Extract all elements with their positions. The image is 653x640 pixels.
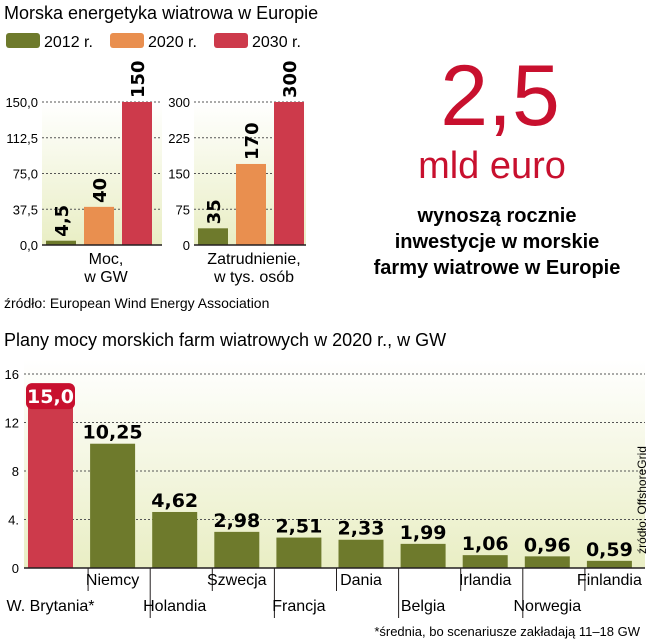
bottom-chart-title: Plany mocy morskich farm wiatrowych w 20… [4, 330, 446, 350]
legend: 2012 r. 2020 r. 2030 r. [6, 33, 301, 51]
bar [462, 555, 508, 568]
caption-line-3: farmy wiatrowe w Europie [374, 257, 621, 279]
y-tick-label: 4. [8, 513, 19, 528]
x-axis-label: w tys. osób [213, 269, 294, 286]
bar [524, 556, 570, 568]
bar-value-label: 300 [280, 60, 301, 98]
bar [90, 443, 136, 568]
bar-value-label: 40 [90, 178, 111, 203]
y-tick-label: 12 [5, 416, 19, 431]
capacity-panel: 0,0 37,5 75,0 112,5 150,0 4,5 40 150 Moc,w GW [5, 60, 162, 286]
category-label: Niemcy [86, 572, 139, 589]
y-tick-label: 37,5 [13, 202, 38, 217]
bar [400, 543, 446, 568]
bar-value-label: 170 [242, 122, 263, 160]
big-number-unit: mld euro [418, 145, 566, 187]
category-label: Irlandia [459, 572, 512, 589]
bar [122, 102, 152, 245]
category-label: Holandia [143, 598, 206, 615]
y-tick-label: 112,5 [6, 131, 38, 146]
y-tick-label: 0 [12, 561, 19, 576]
bar-value-label: 4,5 [52, 205, 73, 237]
category-label: Dania [340, 572, 382, 589]
y-tick-label: 0 [183, 238, 190, 253]
legend-swatch [214, 33, 248, 48]
bar-value-label: 0,59 [586, 539, 633, 561]
category-label: Finlandia [577, 572, 642, 589]
legend-label: 2030 r. [252, 34, 301, 51]
category-label: Norwegia [514, 598, 582, 615]
bar-value-label: 2,33 [338, 518, 385, 540]
bar [236, 163, 266, 245]
bar [276, 537, 322, 568]
bar-value-label: 0,96 [524, 534, 571, 556]
y-tick-label: 300 [168, 95, 190, 110]
legend-label: 2020 r. [148, 34, 197, 51]
y-tick-label: 150 [168, 167, 190, 182]
y-tick-label: 225 [168, 131, 190, 146]
big-number: 2,5 [440, 48, 560, 144]
side-source: źródło: OffshoreGrid [635, 446, 649, 554]
bar [84, 206, 114, 245]
category-label: Szwecja [207, 572, 267, 589]
y-tick-label: 75 [176, 202, 190, 217]
bar [198, 228, 228, 245]
caption-line-1: wynoszą rocznie [417, 205, 577, 227]
x-axis-label: w GW [83, 269, 128, 286]
bar [274, 102, 304, 245]
category-label: Belgia [401, 598, 446, 615]
bar-value-label: 150 [128, 60, 149, 98]
bar [152, 511, 198, 568]
bar-value-label: 10,25 [83, 422, 143, 444]
x-axis-label: Moc, [89, 251, 124, 268]
category-label: W. Brytania* [6, 598, 94, 615]
countries-panel: 0 4. 8 12 16 15,0 W. Brytania* 10,25 Niemcy 4,62 H… [5, 360, 645, 618]
bar-value-label: 1,99 [400, 522, 447, 544]
y-tick-label: 75,0 [13, 167, 38, 182]
top-chart-title: Morska energetyka wiatrowa w Europie [4, 3, 318, 23]
bar-value-label: 2,98 [213, 510, 260, 532]
y-tick-label: 8 [12, 464, 19, 479]
bar-value-label: 1,06 [462, 533, 509, 555]
bar-value-label: 15,0 [27, 386, 74, 408]
y-tick-label: 0,0 [20, 238, 38, 253]
bar-value-label: 2,51 [275, 516, 322, 538]
bar [338, 539, 384, 568]
bar [586, 560, 632, 568]
y-tick-label: 150,0 [5, 95, 38, 110]
legend-swatch [6, 33, 40, 48]
x-axis-label: Zatrudnienie, [207, 251, 300, 268]
legend-label: 2012 r. [44, 34, 93, 51]
bar-value-label: 35 [204, 199, 225, 224]
category-label: Francja [272, 598, 325, 615]
legend-swatch [110, 33, 144, 48]
bar [46, 240, 76, 245]
bar [28, 386, 73, 568]
employment-panel: 0 75 150 225 300 35 170 300 Zatrudnienie,w tys. … [168, 60, 306, 286]
caption-line-2: inwestycje w morskie [395, 231, 600, 253]
bar [214, 531, 260, 568]
y-tick-label: 16 [5, 367, 19, 382]
top-source: źródło: European Wind Energy Association [4, 295, 269, 311]
value-badge [26, 383, 75, 410]
footnote: *średnia, bo scenariusze zakładają 11–18… [374, 624, 640, 639]
bar-value-label: 4,62 [151, 490, 198, 512]
